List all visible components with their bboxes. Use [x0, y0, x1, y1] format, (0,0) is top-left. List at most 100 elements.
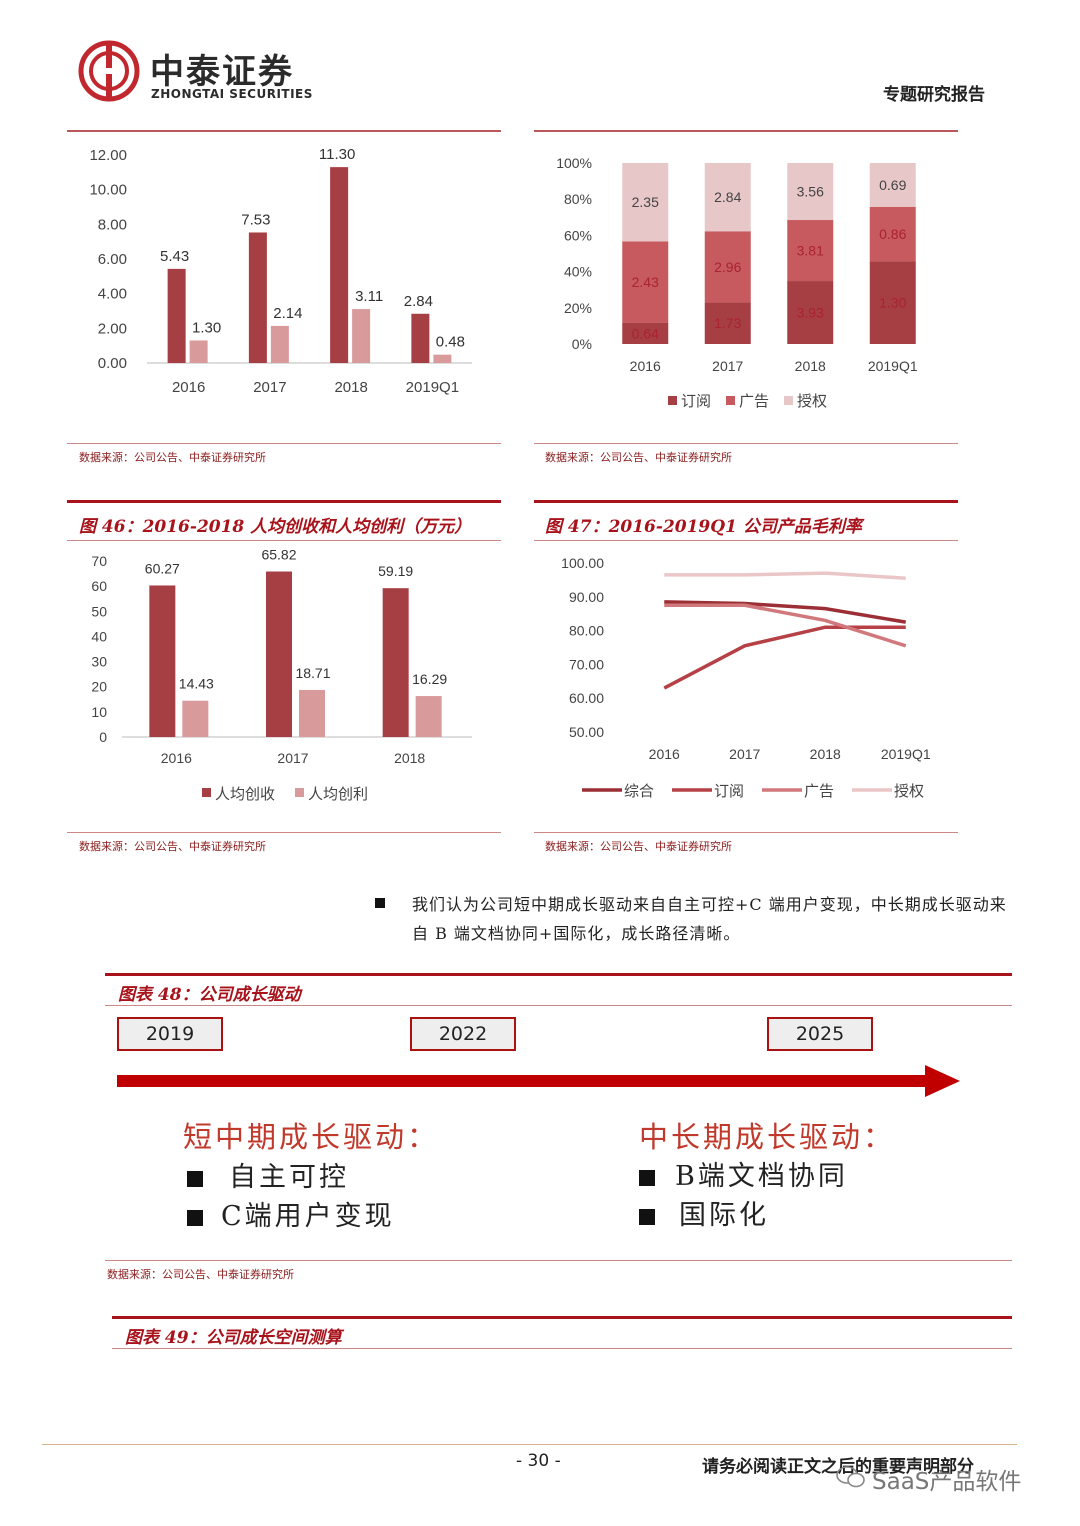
y-tick-label: 100.00	[561, 555, 604, 571]
bar	[299, 689, 325, 737]
bar	[330, 167, 349, 363]
series-line	[664, 600, 907, 624]
source-note: 数据来源：公司公告、中泰证券研究所	[545, 840, 732, 853]
data-label: 3.56	[797, 184, 824, 200]
x-tick-label: 2016	[649, 746, 680, 762]
x-tick-label: 2018	[810, 746, 841, 762]
y-tick-label: 10.00	[89, 182, 127, 199]
y-tick-label: 60.00	[569, 690, 604, 706]
stacked-bar-segment	[869, 261, 916, 344]
wechat-icon	[836, 1466, 866, 1488]
x-tick-label: 2017	[712, 358, 743, 374]
short-term-title: 短中期成长驱动：	[183, 1120, 440, 1154]
y-tick-label: 70	[91, 553, 107, 569]
y-tick-label: 40	[91, 628, 107, 644]
data-label: 60.27	[145, 560, 180, 576]
item-text: C端用户变现	[221, 1201, 395, 1232]
legend-swatch	[784, 396, 793, 405]
x-tick-label: 2019Q1	[881, 746, 931, 762]
stacked-bar-segment	[787, 220, 834, 282]
legend-swatch	[668, 396, 677, 405]
fig49-title: 图表 49：公司成长空间测算	[125, 1328, 342, 1348]
divider	[67, 500, 501, 503]
legend-label: 授权	[894, 783, 924, 800]
source-note: 数据来源：公司公告、中泰证券研究所	[107, 1268, 294, 1281]
footer-notice: 请务必阅读正文之后的重要声明部分	[702, 1457, 974, 1477]
data-label: 0.86	[879, 226, 906, 242]
legend-label: 广告	[804, 783, 834, 800]
company-logo	[78, 40, 140, 102]
stacked-bar-segment	[622, 322, 669, 344]
data-label: 65.82	[261, 547, 296, 563]
series-line	[663, 625, 906, 690]
data-label: 59.19	[378, 563, 413, 579]
y-tick-label: 0%	[572, 336, 592, 352]
bullet-square-icon	[639, 1169, 655, 1186]
x-tick-label: 2017	[729, 746, 760, 762]
divider	[534, 443, 958, 444]
divider	[67, 540, 501, 541]
legend-swatch	[726, 396, 735, 405]
divider	[112, 1348, 1012, 1349]
fig48-title: 图表 48：公司成长驱动	[118, 985, 301, 1005]
chart-fig46: 70 60 50 40 30 20 10 0 60.27 14.43 2016 65.82 18.71 2…	[91, 547, 472, 803]
divider	[67, 130, 501, 132]
data-label: 3.93	[797, 305, 824, 321]
divider	[67, 443, 501, 444]
long-term-item: 国际化	[639, 1193, 769, 1232]
legend-label: 订阅	[681, 393, 711, 410]
footer-rule	[42, 1444, 1017, 1445]
data-label: 0.69	[879, 177, 906, 193]
y-tick-label: 100%	[556, 155, 592, 171]
item-text: 国际化	[679, 1200, 769, 1231]
logo-emblem-icon	[78, 40, 140, 102]
logo-cn-text: 中泰证券	[150, 52, 294, 92]
divider	[67, 832, 501, 833]
chart-fig47: 100.00 90.00 80.00 70.00 60.00 50.00 2016 2017 2…	[561, 555, 931, 800]
legend-label: 授权	[797, 393, 827, 410]
legend-label: 广告	[739, 393, 769, 410]
data-label: 5.43	[160, 248, 189, 265]
x-tick-label: 2019Q1	[406, 379, 459, 396]
x-tick-label: 2019Q1	[868, 358, 918, 374]
bullet-square-icon	[639, 1208, 655, 1225]
data-label: 3.11	[355, 288, 383, 305]
data-label: 11.30	[319, 146, 355, 163]
y-tick-label: 80.00	[569, 623, 604, 639]
data-label: 2.96	[714, 259, 741, 275]
bar	[266, 571, 292, 737]
legend-label: 订阅	[714, 783, 744, 800]
y-tick-label: 6.00	[98, 251, 127, 268]
stacked-bar-segment	[704, 163, 751, 232]
y-tick-label: 90.00	[569, 589, 604, 605]
bar	[189, 340, 208, 363]
bar	[411, 313, 430, 363]
fig47-title: 图 47：2016-2019Q1 公司产品毛利率	[545, 517, 862, 537]
divider	[112, 1316, 1012, 1319]
y-tick-label: 30	[91, 654, 107, 670]
y-tick-label: 50.00	[569, 724, 604, 740]
bullet-square-icon	[375, 898, 385, 908]
data-label: 18.71	[295, 665, 330, 681]
data-label: 3.81	[797, 243, 824, 259]
long-term-item: B端文档协同	[639, 1154, 848, 1193]
bar	[182, 700, 209, 737]
divider	[534, 832, 958, 833]
y-tick-label: 60%	[564, 227, 592, 243]
divider	[534, 540, 958, 541]
data-label: 7.53	[241, 211, 270, 228]
stacked-bar-segment	[869, 163, 916, 207]
x-tick-label: 2016	[630, 358, 661, 374]
y-tick-label: 0.00	[98, 355, 127, 372]
x-tick-label: 2016	[161, 750, 192, 766]
data-label: 2.43	[632, 274, 659, 290]
legend-label: 人均创利	[308, 786, 368, 803]
watermark-text: SaaS产品软件	[872, 1469, 1022, 1495]
fig46-title: 图 46：2016-2018 人均创收和人均创利（万元）	[79, 517, 472, 537]
y-tick-label: 2.00	[98, 320, 127, 337]
x-tick-label: 2017	[277, 750, 308, 766]
stacked-bar-segment	[622, 241, 669, 323]
stacked-bar-segment	[622, 163, 669, 242]
legend-label: 人均创收	[215, 786, 275, 803]
bar	[352, 309, 371, 363]
